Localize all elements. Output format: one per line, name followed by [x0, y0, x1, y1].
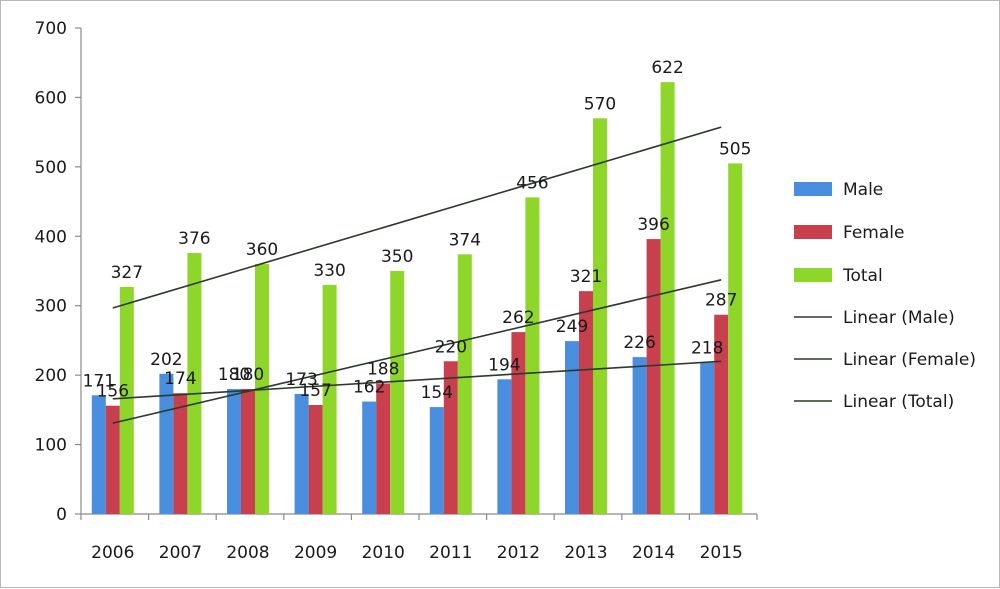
- x-tick-label: 2012: [497, 543, 540, 563]
- y-tick-label: 100: [35, 436, 67, 456]
- x-tick-label: 2013: [564, 543, 607, 563]
- legend-label-trend: Linear (Female): [843, 350, 976, 370]
- y-tick-label: 200: [35, 366, 67, 386]
- bar-male: [227, 389, 241, 514]
- bar-total: [660, 82, 675, 514]
- bar-male: [362, 401, 377, 514]
- data-label-male: 162: [353, 378, 385, 398]
- data-label-male: 202: [150, 350, 182, 370]
- bar-male: [91, 395, 106, 514]
- data-label-female: 287: [705, 291, 737, 311]
- bar-female: [308, 404, 323, 514]
- legend-swatch-female: [794, 225, 832, 239]
- data-label-female: 156: [97, 382, 129, 402]
- bar-total: [593, 118, 607, 514]
- x-tick-label: 2014: [632, 543, 675, 563]
- bar-male: [700, 362, 715, 514]
- data-label-male: 173: [285, 370, 317, 390]
- trendline-female: [112, 279, 722, 424]
- y-tick-label: 600: [35, 88, 67, 108]
- x-tick-label: 2011: [429, 543, 472, 563]
- bar-male: [429, 407, 444, 514]
- legend-label-trend: Linear (Male): [843, 308, 955, 328]
- bar-male: [565, 341, 579, 514]
- y-tick-label: 500: [35, 158, 67, 178]
- data-label-male: 218: [691, 339, 723, 359]
- bar-male: [159, 373, 174, 514]
- data-label-female: 188: [367, 359, 399, 379]
- bar-total: [728, 163, 743, 514]
- y-tick-label: 400: [35, 227, 67, 247]
- data-label-female: 157: [299, 381, 331, 401]
- y-tick-label: 700: [35, 19, 67, 39]
- data-label-female: 262: [502, 308, 534, 328]
- data-label-male: 180: [218, 365, 250, 385]
- legend-swatch-total: [794, 268, 832, 282]
- x-tick-label: 2007: [159, 543, 202, 563]
- data-label-total: 330: [313, 261, 345, 281]
- legend-swatch-male: [794, 182, 832, 196]
- data-label-female: 321: [570, 267, 602, 287]
- data-label-female: 174: [164, 369, 196, 389]
- x-tick-label: 2010: [362, 543, 405, 563]
- data-label-male: 154: [421, 383, 453, 403]
- y-tick-label: 0: [56, 505, 67, 525]
- data-label-male: 171: [83, 371, 115, 391]
- bar-female: [173, 393, 188, 514]
- bar-total: [525, 197, 540, 515]
- bar-female: [105, 405, 120, 514]
- data-label-total: 505: [719, 139, 751, 159]
- trendlines: [112, 126, 722, 424]
- bar-total: [119, 286, 134, 514]
- bar-female: [579, 291, 593, 514]
- bars: [91, 82, 743, 515]
- bar-female: [511, 332, 526, 514]
- data-label-male: 226: [623, 333, 655, 353]
- bar-female: [376, 383, 391, 514]
- x-tick-label: 2009: [294, 543, 337, 563]
- x-tick-label: 2008: [226, 543, 269, 563]
- data-label-male: 194: [488, 355, 520, 375]
- bar-male: [294, 393, 309, 514]
- data-label-male: 249: [556, 317, 588, 337]
- bar-male: [632, 357, 647, 514]
- data-label-female: 396: [637, 215, 669, 235]
- bar-total: [322, 284, 337, 514]
- data-labels: 171 202 180 173 162 154 194 249 226 218 156 174 180 1…: [83, 58, 752, 403]
- bar-female: [646, 239, 661, 514]
- trendline-total: [112, 126, 722, 309]
- data-label-total: 622: [651, 58, 683, 78]
- legend-label-male: Male: [843, 180, 883, 200]
- legend-label-female: Female: [843, 223, 904, 243]
- data-label-female: 180: [232, 365, 264, 385]
- bar-total: [457, 254, 472, 514]
- data-label-total: 327: [111, 263, 143, 283]
- bar-total: [187, 252, 202, 514]
- data-label-total: 570: [584, 94, 616, 114]
- data-label-total: 374: [449, 230, 481, 250]
- x-tick-label: 2015: [700, 543, 743, 563]
- bar-female: [714, 314, 729, 514]
- legend-label-total: Total: [842, 266, 883, 286]
- data-label-total: 376: [178, 229, 210, 249]
- legend-label-trend: Linear (Total): [843, 392, 954, 412]
- data-label-total: 456: [516, 173, 548, 193]
- data-label-female: 220: [435, 337, 467, 357]
- trendline-male: [112, 360, 722, 400]
- bar-total: [390, 271, 405, 514]
- data-label-total: 360: [246, 240, 278, 260]
- x-tick-label: 2006: [91, 543, 134, 563]
- legend: Male Female Total Linear (Male) Linear (Fema…: [794, 180, 976, 412]
- y-tick-label: 300: [35, 297, 67, 317]
- bar-female: [443, 361, 458, 514]
- data-label-total: 350: [381, 247, 413, 267]
- bar-male: [497, 379, 512, 514]
- bar-female: [241, 389, 255, 514]
